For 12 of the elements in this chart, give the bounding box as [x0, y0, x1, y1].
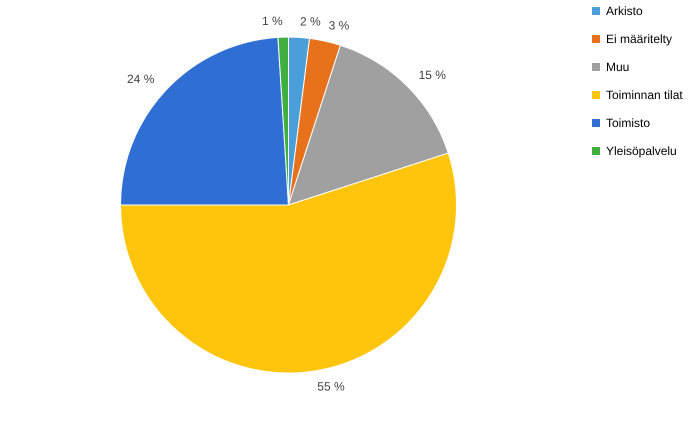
legend-label: Yleisöpalvelu [606, 144, 677, 158]
legend-label: Ei määritelty [606, 32, 672, 46]
data-label: 15 % [418, 68, 446, 82]
legend-label: Toiminnan tilat [606, 88, 684, 102]
data-label: 3 % [328, 18, 350, 32]
legend-label: Toimisto [606, 116, 650, 130]
data-label: 2 % [300, 14, 322, 28]
data-label: 24 % [127, 72, 155, 86]
legend-label: Muu [606, 60, 630, 74]
data-label: 55 % [317, 380, 345, 394]
legend-label: Arkisto [606, 4, 643, 18]
data-label: 1 % [262, 14, 284, 28]
